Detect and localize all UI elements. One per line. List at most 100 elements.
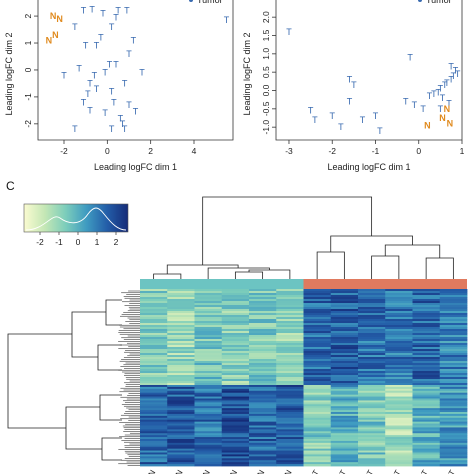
heatmap-cell (249, 442, 277, 446)
heatmap-cell (194, 295, 223, 298)
heatmap-cell (276, 388, 304, 392)
heatmap-cell (412, 295, 441, 298)
heatmap-cell (249, 446, 277, 450)
heatmap-cell (303, 446, 332, 450)
heatmap-cell (167, 339, 195, 342)
heatmap-cell (385, 309, 413, 312)
heatmap-cell (385, 390, 413, 394)
heatmap-cell (140, 440, 168, 444)
heatmap-cell (140, 458, 168, 461)
heatmap-cell (221, 331, 250, 334)
heatmap-cell (385, 319, 413, 322)
heatmap-cell (439, 415, 468, 419)
heatmap-cell (140, 319, 168, 322)
heatmap-cell (358, 446, 386, 450)
heatmap-cell (249, 315, 277, 318)
heatmap-cell (330, 331, 359, 334)
heatmap-cell (439, 339, 468, 342)
heatmap-cell (303, 295, 332, 298)
heatmap-cell (194, 317, 223, 320)
heatmap-cell (439, 305, 468, 308)
heatmap-cell (194, 355, 223, 358)
heatmap-cell (385, 349, 413, 352)
heatmap-cell (412, 359, 441, 362)
heatmap-cell (330, 398, 359, 401)
heatmap-cell (412, 448, 441, 451)
heatmap-cell (221, 394, 250, 397)
heatmap-cell (303, 394, 332, 397)
normal-sample-point: N (439, 113, 446, 123)
heatmap-cell (412, 385, 441, 388)
heatmap-cell (439, 427, 468, 430)
heatmap-cell (276, 394, 304, 397)
normal-sample-point: N (50, 11, 57, 21)
heatmap-cell (412, 313, 441, 316)
heatmap-cell (385, 315, 413, 318)
heatmap-cell (412, 307, 441, 310)
heatmap-cell (249, 331, 277, 334)
heatmap-cell (194, 408, 223, 411)
heatmap-cell (412, 373, 441, 376)
heatmap-cell (303, 425, 332, 428)
heatmap-cell (439, 289, 468, 292)
heatmap-cell (167, 442, 195, 446)
heatmap-cell (140, 446, 168, 450)
heatmap-cell (385, 339, 413, 342)
tumor-sample-point: T (351, 80, 357, 90)
heatmap-cell (221, 439, 250, 442)
heatmap-cell (167, 303, 195, 306)
heatmap-cell (358, 289, 386, 292)
heatmap-cell (439, 327, 468, 330)
heatmap-cell (140, 377, 168, 380)
heatmap-cell (412, 421, 441, 424)
heatmap-cell (385, 327, 413, 330)
heatmap-cell (385, 429, 413, 432)
heatmap-cell (439, 331, 468, 334)
heatmap-cell (385, 408, 413, 411)
heatmap-cell (221, 437, 250, 440)
heatmap-cell (276, 293, 304, 296)
heatmap-cell (249, 335, 277, 338)
heatmap-cell (358, 291, 386, 294)
tumor-sample-point: T (107, 60, 113, 70)
heatmap-cell (249, 413, 277, 417)
heatmap-cell (276, 301, 304, 304)
heatmap-cell (167, 309, 195, 312)
heatmap-cell (330, 323, 359, 326)
heatmap-cell (194, 433, 223, 436)
tumor-sample-point: T (92, 70, 98, 80)
heatmap-cell (276, 454, 304, 457)
heatmap-cell (358, 410, 386, 413)
heatmap-cell (439, 349, 468, 352)
heatmap-cell (303, 412, 332, 415)
heatmap-cell (303, 343, 332, 346)
heatmap-cell (330, 440, 359, 444)
heatmap-cell (330, 437, 359, 440)
heatmap-cell (194, 339, 223, 342)
column-dendrogram-branch (425, 257, 454, 279)
heatmap-cell (303, 319, 332, 322)
heatmap-cell (194, 367, 223, 370)
heatmap-cell (358, 317, 386, 320)
tumor-sample-point: T (98, 33, 104, 43)
heatmap-cell (330, 458, 359, 461)
heatmap-cell (276, 415, 304, 419)
heatmap-cell (385, 317, 413, 320)
heatmap-cell (276, 381, 304, 384)
tumor-sample-point: T (308, 106, 314, 116)
heatmap-cell (412, 357, 441, 360)
heatmap-cell (412, 351, 441, 354)
heatmap-cell (249, 359, 277, 362)
tumor-sample-point: T (448, 75, 454, 85)
heatmap-cell (276, 464, 304, 467)
heatmap-cell (303, 404, 332, 407)
heatmap-cell (412, 425, 441, 428)
heatmap-cell (140, 369, 168, 372)
heatmap-cell (330, 355, 359, 358)
heatmap-cell (412, 379, 441, 382)
heatmap-cell (303, 462, 332, 465)
heatmap-cell (358, 435, 386, 438)
heatmap-cell (385, 421, 413, 424)
heatmap-cell (303, 381, 332, 384)
row-dendrogram (7, 290, 140, 466)
